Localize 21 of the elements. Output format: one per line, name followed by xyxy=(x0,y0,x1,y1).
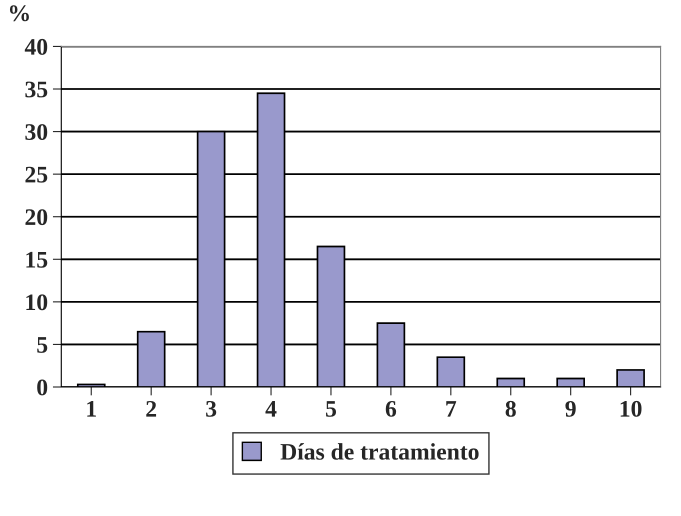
x-tick-label: 3 xyxy=(206,400,216,417)
y-tick-label: 0 xyxy=(37,379,48,396)
legend-label: Días de tratamiento xyxy=(280,443,479,460)
x-tick-label: 8 xyxy=(506,400,516,417)
x-tick-label: 4 xyxy=(265,401,276,417)
y-tick-label: 35 xyxy=(25,82,48,98)
x-tick-label: 1 xyxy=(87,400,96,417)
x-tick-label: 10 xyxy=(620,400,642,417)
y-tick-label: 40 xyxy=(24,38,48,55)
x-tick-label: 2 xyxy=(146,400,156,417)
y-tick-label: 15 xyxy=(26,252,48,268)
y-tick-label: 20 xyxy=(25,209,48,226)
y-tick-label: 5 xyxy=(37,337,48,353)
y-tick-label: 30 xyxy=(25,124,48,140)
y-tick-label: 25 xyxy=(25,166,48,183)
x-tick-label: 5 xyxy=(326,401,336,417)
y-tick-label: 10 xyxy=(26,294,48,310)
x-tick-label: 7 xyxy=(446,401,456,417)
y-axis-title: % xyxy=(10,5,29,22)
x-tick-label: 6 xyxy=(386,400,396,417)
x-tick-label: 9 xyxy=(565,400,576,417)
